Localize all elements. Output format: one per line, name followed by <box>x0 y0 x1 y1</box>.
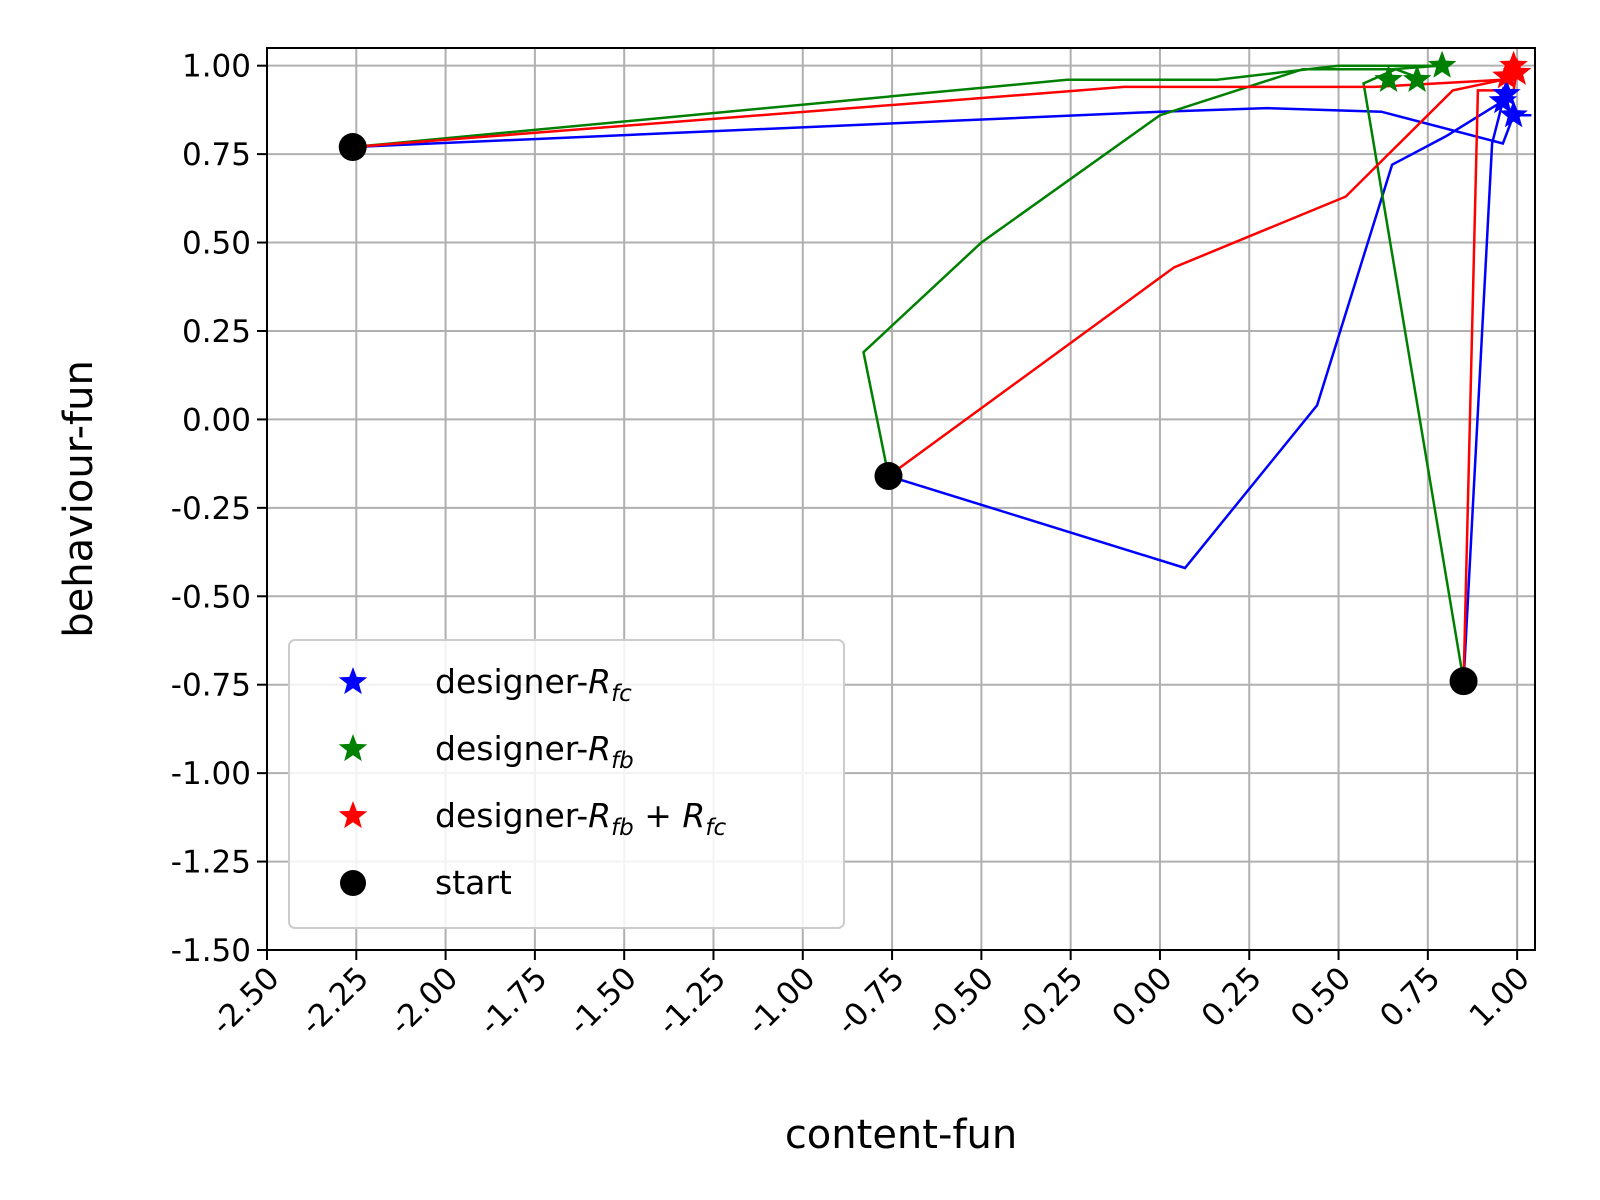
legend-item: start <box>340 863 512 902</box>
series-line <box>887 78 1504 478</box>
series-star-point <box>1502 57 1532 85</box>
legend-label-text: start <box>435 863 512 902</box>
legend-label-subscript: fb <box>611 748 634 774</box>
y-tick-label: -0.50 <box>171 579 251 615</box>
legend-label-text: designer- <box>435 662 588 701</box>
x-axis: -2.50 -2.25 -2.00 -1.75 -1.50 -1.25 -1.00 -0.75… <box>204 950 1537 1042</box>
series-star-point <box>1492 79 1521 107</box>
series-line <box>862 64 1439 477</box>
plot-area <box>338 50 1532 696</box>
x-tick-label: -1.75 <box>472 960 554 1042</box>
plot-frame <box>266 47 1536 951</box>
y-tick-label: -1.00 <box>171 756 251 792</box>
y-tick-label: 1.00 <box>182 49 251 85</box>
y-axis-label: behaviour-fun <box>56 360 102 638</box>
legend-item: designer-Rfb + Rfc <box>338 796 726 841</box>
legend-label-subscript: fc <box>611 681 632 707</box>
x-tick-label: -2.25 <box>294 960 376 1042</box>
legend-label-symbol: R <box>682 796 705 835</box>
legend-box <box>288 639 845 929</box>
series-line <box>352 106 1532 149</box>
y-tick-label: -1.50 <box>171 933 251 969</box>
x-tick-label: 0.25 <box>1195 960 1269 1034</box>
start-point <box>1449 667 1478 696</box>
x-tick-label: -1.00 <box>740 960 822 1042</box>
y-tick-label: 0.75 <box>182 137 251 173</box>
series-star-point <box>1499 50 1528 78</box>
y-axis: 1.00 0.75 0.50 0.25 0.00 -0.25 -0.50 -0.75 -1.00… <box>171 49 267 969</box>
y-tick-label: -1.25 <box>171 845 251 881</box>
legend-label-symbol: R <box>588 662 611 701</box>
legend-label: designer-Rfb + Rfc <box>435 796 726 841</box>
series-line <box>1362 67 1465 682</box>
legend-label: start <box>435 863 512 902</box>
x-tick-label: -2.00 <box>383 960 465 1042</box>
x-tick-label: -2.50 <box>204 960 286 1042</box>
series-line <box>352 68 1518 149</box>
legend-label: designer-Rfb <box>435 729 634 774</box>
y-tick-label: 0.00 <box>182 402 251 438</box>
y-tick-label: 0.50 <box>182 226 251 262</box>
y-tick-label: 0.25 <box>182 314 251 350</box>
legend-marker-star <box>338 801 368 829</box>
series-line <box>888 100 1504 570</box>
y-tick-label: -0.25 <box>171 491 251 527</box>
x-axis-label: content-fun <box>785 1112 1017 1158</box>
start-point <box>874 462 903 491</box>
x-tick-label: 0.50 <box>1284 960 1358 1034</box>
series-star-point <box>1402 64 1432 92</box>
legend-marker-circle <box>340 870 366 896</box>
legend-label-subscript: fb <box>611 815 634 841</box>
legend-label-symbol: R <box>588 796 611 835</box>
legend-label: designer-Rfc <box>435 662 632 707</box>
legend-marker-star <box>338 734 368 762</box>
x-tick-label: -0.25 <box>1008 960 1090 1042</box>
legend-item: designer-Rfc <box>338 662 632 707</box>
x-tick-label: 0.00 <box>1105 960 1179 1034</box>
series-star-point <box>1499 100 1528 128</box>
series-designer-Rfb <box>352 64 1465 682</box>
x-tick-label: -0.75 <box>830 960 912 1042</box>
legend-marker-star <box>338 667 368 695</box>
legend-label-text: + <box>634 796 683 835</box>
x-tick-label: -1.50 <box>562 960 644 1042</box>
legend-label-subscript: fc <box>705 815 726 841</box>
x-tick-label: 1.00 <box>1463 960 1537 1034</box>
start-point <box>338 133 367 162</box>
legend-item: designer-Rfb <box>338 729 634 774</box>
y-tick-label: -0.75 <box>171 668 251 704</box>
grid <box>266 48 1535 951</box>
x-tick-label: 0.75 <box>1373 960 1447 1034</box>
series-line <box>1462 100 1505 682</box>
x-tick-label: -0.50 <box>919 960 1001 1042</box>
series-star-point <box>1427 50 1457 78</box>
legend-label-text: designer- <box>435 729 588 768</box>
x-tick-label: -1.25 <box>651 960 733 1042</box>
series-star-point <box>1374 64 1403 92</box>
series-designer-Rfb+Rfc <box>352 68 1519 682</box>
legend-label-symbol: R <box>588 729 611 768</box>
series-line <box>352 64 1446 149</box>
legend-label-text: designer- <box>435 796 588 835</box>
